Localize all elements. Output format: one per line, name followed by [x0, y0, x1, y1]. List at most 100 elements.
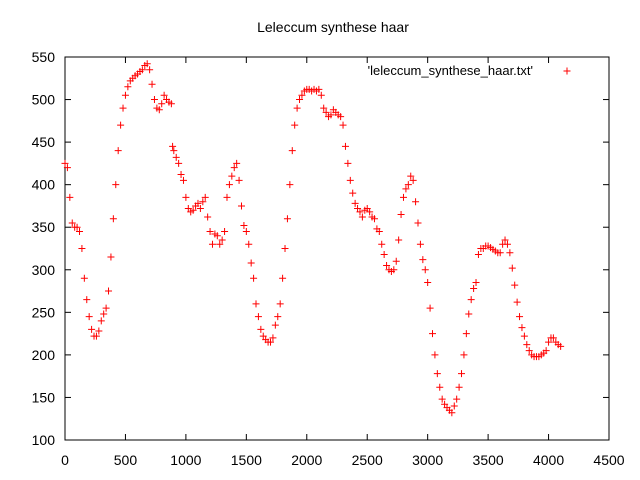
x-tick-label: 1500: [231, 452, 262, 468]
data-point: [409, 176, 417, 184]
data-point: [506, 249, 514, 257]
data-point: [107, 253, 115, 261]
data-point: [317, 91, 325, 99]
data-point: [416, 240, 424, 248]
data-point: [63, 164, 71, 172]
data-point: [216, 240, 224, 248]
data-point: [501, 236, 509, 244]
data-point: [346, 176, 354, 184]
y-tick-label: 300: [32, 262, 56, 278]
y-tick-label: 150: [32, 389, 56, 405]
data-point: [496, 249, 504, 257]
data-point: [109, 215, 117, 223]
data-point: [462, 330, 470, 338]
data-point: [288, 147, 296, 155]
data-point: [175, 159, 183, 167]
data-point: [250, 274, 258, 282]
data-point: [172, 153, 180, 161]
legend-label: 'leleccum_synthese_haar.txt': [368, 63, 533, 78]
x-tick-label: 2000: [291, 452, 322, 468]
data-point: [433, 370, 441, 378]
data-point: [349, 189, 357, 197]
data-point: [274, 313, 282, 321]
data-point: [230, 164, 238, 172]
data-point: [341, 142, 349, 150]
data-point: [235, 176, 243, 184]
y-tick-label: 250: [32, 304, 56, 320]
plot-frame: [64, 56, 610, 441]
data-point: [412, 198, 420, 206]
data-point: [455, 383, 463, 391]
data-point: [83, 296, 91, 304]
data-point: [472, 279, 480, 287]
data-point: [344, 159, 352, 167]
data-point: [117, 121, 125, 129]
data-point: [322, 108, 330, 116]
x-tick-label: 3500: [473, 452, 504, 468]
data-point: [254, 313, 262, 321]
data-point: [146, 66, 154, 74]
data-point: [155, 106, 163, 114]
data-point: [237, 202, 245, 210]
data-point: [245, 240, 253, 248]
x-tick-label: 0: [61, 452, 69, 468]
data-point: [196, 204, 204, 212]
data-point: [508, 264, 516, 272]
y-tick-label: 450: [32, 134, 56, 150]
data-point: [170, 147, 178, 155]
legend-marker: [563, 67, 571, 75]
data-point: [542, 347, 550, 355]
data-point: [100, 310, 108, 318]
data-point: [358, 213, 366, 221]
legend-marker-symbol: [563, 67, 571, 75]
data-point: [426, 304, 434, 312]
data-point: [252, 300, 260, 308]
data-point: [124, 83, 132, 91]
data-point: [419, 256, 427, 264]
data-point: [167, 100, 175, 108]
data-point: [516, 313, 524, 321]
data-point: [97, 317, 105, 325]
data-point: [105, 287, 113, 295]
data-point: [448, 409, 456, 417]
data-point: [179, 176, 187, 184]
data-point: [114, 147, 122, 155]
data-point: [293, 104, 301, 112]
data-point: [213, 232, 221, 240]
data-point: [549, 334, 557, 342]
data-point: [545, 338, 553, 346]
data-point: [370, 215, 378, 223]
data-point: [436, 383, 444, 391]
legend: 'leleccum_synthese_haar.txt': [368, 63, 571, 78]
data-point: [92, 332, 100, 340]
data-point: [66, 193, 74, 201]
data-point: [399, 193, 407, 201]
data-point: [407, 172, 415, 180]
data-point: [276, 300, 284, 308]
x-tick-label: 1000: [170, 452, 201, 468]
data-point: [78, 245, 86, 252]
data-point: [112, 181, 120, 189]
data-point: [513, 298, 521, 306]
data-point: [240, 222, 248, 230]
x-axis-tick-labels: 0 500 1000 1500 2000 2500 3000 3500 4000 4500: [61, 452, 625, 468]
data-point: [458, 370, 466, 378]
x-tick-label: 2500: [352, 452, 383, 468]
data-point: [503, 240, 511, 248]
data-point: [160, 91, 168, 99]
data-point: [73, 223, 81, 231]
data-point: [557, 342, 565, 350]
data-point: [414, 219, 422, 227]
data-point: [380, 250, 388, 258]
y-tick-label: 550: [32, 49, 56, 65]
data-point: [189, 206, 197, 214]
data-point: [233, 159, 241, 167]
data-point: [390, 266, 398, 274]
data-point: [85, 313, 93, 321]
data-point: [291, 121, 299, 129]
data-point: [395, 236, 403, 244]
data-point: [465, 310, 473, 318]
data-point: [523, 341, 531, 349]
data-point: [421, 266, 429, 274]
